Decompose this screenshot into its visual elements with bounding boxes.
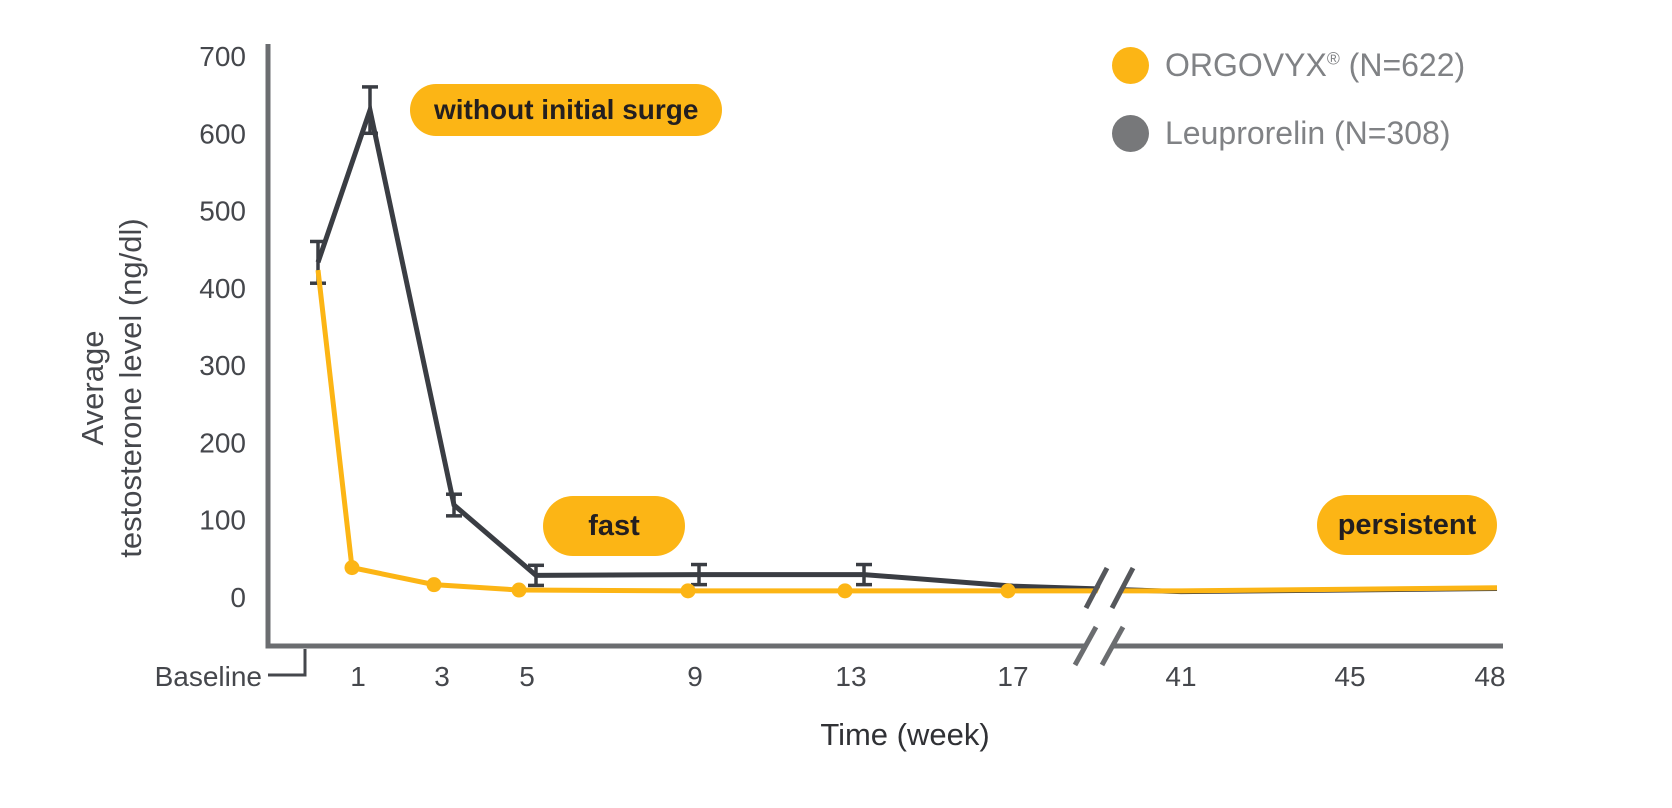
line-break-eraser — [1090, 559, 1131, 617]
annotation-persistent: persistent — [1317, 495, 1497, 555]
x-axis-break-slash-1 — [1072, 625, 1099, 667]
y-axis-title: Average testosterone level (ng/dl) — [74, 218, 150, 557]
orgovyx-marker-icon — [1112, 46, 1149, 84]
annotation-fast: fast — [543, 496, 685, 556]
y-tick-label-500: 500 — [199, 196, 246, 227]
annotation-without-initial-surge: without initial surge — [410, 84, 723, 136]
legend-orgovyx-name: ORGOVYX — [1165, 46, 1327, 83]
x-tick-label-baseline: Baseline — [155, 661, 262, 692]
y-tick-label-700: 700 — [199, 41, 246, 72]
x-axis-title: Time (week) — [820, 717, 990, 752]
line-break-slash-1 — [1083, 566, 1110, 610]
x-tick-label-17: 17 — [997, 661, 1028, 692]
x-tick-label-1: 1 — [350, 661, 366, 692]
x-tick-label-5: 5 — [519, 661, 535, 692]
y-axis-title-line1: Average — [75, 330, 110, 446]
orgovyx-point-week-1 — [344, 560, 360, 576]
legend: ORGOVYX® (N=622) Leuprorelin (N=308) — [1112, 46, 1465, 152]
orgovyx-point-week-5 — [511, 582, 527, 598]
y-tick-label-0: 0 — [230, 582, 246, 613]
y-axis-title-line2: testosterone level (ng/dl) — [113, 218, 148, 558]
y-tick-label-100: 100 — [199, 505, 246, 536]
y-tick-label-400: 400 — [199, 273, 246, 304]
y-tick-label-600: 600 — [199, 118, 246, 149]
orgovyx-point-week-9 — [680, 583, 696, 599]
x-tick-label-9: 9 — [687, 661, 703, 692]
orgovyx-point-week-13 — [837, 583, 853, 599]
legend-label-leuprorelin: Leuprorelin (N=308) — [1165, 115, 1451, 152]
legend-leuprorelin-n: (N=308) — [1325, 114, 1451, 151]
legend-label-orgovyx: ORGOVYX® (N=622) — [1165, 47, 1465, 84]
legend-item-leuprorelin: Leuprorelin (N=308) — [1112, 114, 1465, 152]
orgovyx-line — [315, 269, 1498, 594]
legend-leuprorelin-name: Leuprorelin — [1165, 114, 1326, 151]
x-axis-break-slash-2 — [1099, 625, 1126, 667]
legend-item-orgovyx: ORGOVYX® (N=622) — [1112, 46, 1465, 84]
registered-mark: ® — [1326, 47, 1340, 68]
orgovyx-point-week-3 — [426, 577, 442, 593]
y-tick-label-200: 200 — [199, 427, 246, 458]
y-tick-label-300: 300 — [199, 350, 246, 381]
x-tick-label-45: 45 — [1334, 661, 1365, 692]
x-tick-label-48: 48 — [1474, 661, 1505, 692]
line-break-slash-2 — [1109, 566, 1136, 610]
x-tick-label-3: 3 — [434, 661, 450, 692]
orgovyx-point-week-17 — [1000, 583, 1016, 599]
legend-orgovyx-n: (N=622) — [1339, 46, 1466, 83]
baseline-connector — [268, 649, 307, 677]
x-tick-label-13: 13 — [835, 661, 866, 692]
leuprorelin-marker-icon — [1112, 114, 1149, 152]
x-tick-label-41: 41 — [1165, 661, 1196, 692]
